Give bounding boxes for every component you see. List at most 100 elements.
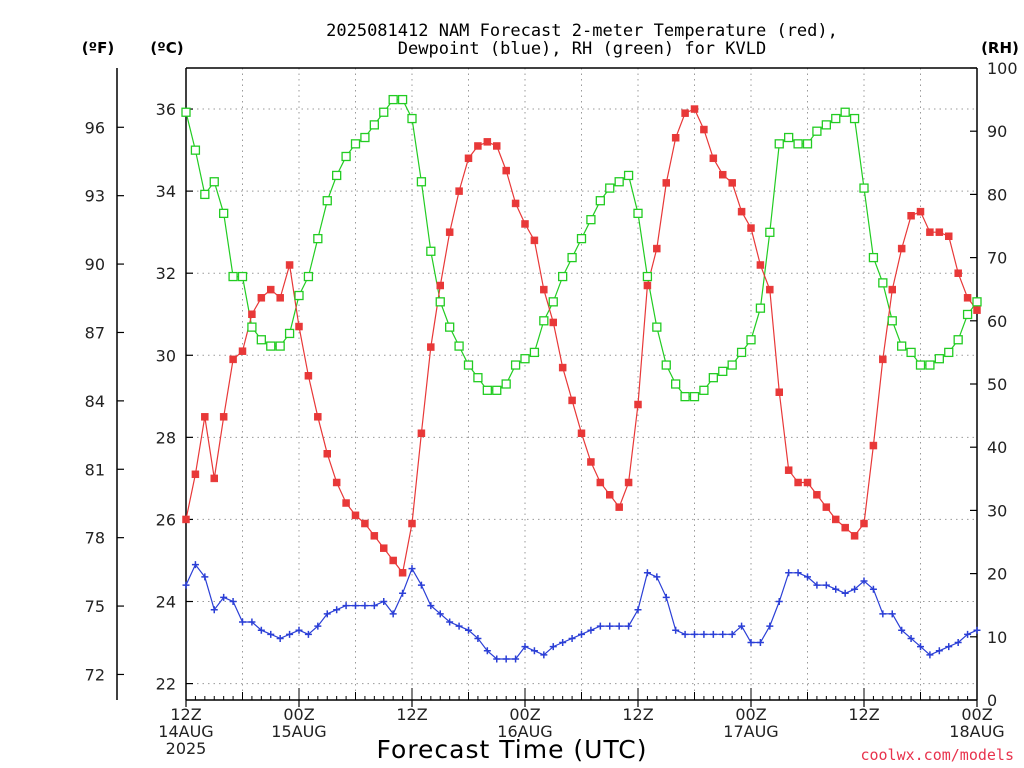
- temperature-point: [700, 125, 708, 134]
- temperature-point: [304, 372, 313, 380]
- dewpoint-point: [427, 602, 435, 610]
- x-tick-label: 12Z: [622, 705, 653, 724]
- dewpoint-point: [389, 610, 397, 618]
- dewpoint-point: [662, 593, 670, 601]
- x-tick-label: 00Z: [735, 705, 766, 724]
- rh-point: [576, 233, 587, 244]
- dewpoint-point: [493, 655, 501, 663]
- dewpoint-point: [709, 630, 717, 638]
- rh-point: [680, 391, 690, 402]
- fahrenheit-tick-label: 87: [85, 323, 105, 342]
- dewpoint-point: [935, 647, 943, 655]
- rh-point: [925, 360, 935, 370]
- temperature-point: [916, 207, 925, 216]
- rh-point: [595, 196, 605, 206]
- dewpoint-point: [352, 602, 359, 610]
- fahrenheit-tick-label: 90: [85, 255, 105, 274]
- x-tick-label: 16AUG: [497, 722, 552, 741]
- temperature-point: [558, 363, 567, 372]
- fahrenheit-tick-label: 81: [85, 460, 105, 479]
- rh-point: [322, 196, 332, 206]
- fahrenheit-tick-label: 84: [85, 392, 105, 411]
- rh-point: [445, 322, 455, 332]
- celsius-tick-label: 24: [156, 593, 176, 612]
- celsius-tick-label: 26: [156, 510, 176, 529]
- rh-point: [906, 347, 916, 358]
- rh-point: [190, 145, 201, 155]
- dewpoint-point: [973, 626, 981, 634]
- dewpoint-point: [408, 565, 416, 573]
- dewpoint-point: [436, 610, 444, 618]
- rh-point: [849, 113, 860, 124]
- dewpoint-point: [239, 618, 246, 626]
- rh-point: [275, 341, 285, 351]
- rh-point: [426, 246, 436, 256]
- temperature-point: [690, 105, 699, 113]
- dewpoint-point: [822, 581, 830, 589]
- temperature-point: [671, 134, 680, 142]
- temperature-point: [361, 519, 369, 528]
- temperature-point: [427, 343, 435, 351]
- rh-point: [388, 94, 398, 105]
- dewpoint-point: [766, 622, 774, 630]
- rh-point: [558, 271, 568, 282]
- temperature-point: [719, 170, 727, 179]
- tick-labels: 22 24 26 28 30 32 34 36 72 75 78 81 84 87 90 93 96 0 10 20 3…: [85, 59, 1018, 758]
- temperature-point: [257, 294, 266, 302]
- dewpoint-point: [738, 622, 746, 630]
- temperature-point: [342, 499, 350, 507]
- rh-point: [256, 335, 266, 345]
- rh-point: [228, 271, 238, 282]
- rh-point: [473, 373, 483, 383]
- dewpoint-point: [964, 630, 972, 638]
- x-tick-label: 18AUG: [949, 722, 1004, 741]
- dewpoint-point: [417, 581, 425, 589]
- x-axis-label: Forecast Time (UTC): [377, 735, 648, 764]
- rh-point: [953, 335, 963, 345]
- rh-point: [510, 360, 521, 370]
- rh-point: [539, 316, 549, 326]
- dewpoint-point: [465, 626, 472, 634]
- temperature-point: [370, 532, 379, 540]
- rh-point: [897, 341, 907, 351]
- dewpoint-point: [446, 618, 454, 626]
- celsius-tick-label: 30: [156, 346, 176, 365]
- rh-point: [727, 360, 737, 370]
- rh-point: [821, 120, 831, 130]
- temperature-point: [606, 491, 614, 499]
- dewpoint-point: [201, 573, 209, 581]
- temperature-point: [850, 532, 859, 540]
- temperature-point: [502, 166, 510, 175]
- rh-point: [200, 189, 210, 200]
- temperature-point: [926, 228, 934, 236]
- temperature-point: [219, 413, 228, 421]
- temperature-point: [210, 474, 218, 483]
- temperature-point: [521, 220, 529, 228]
- temperature-point: [540, 285, 548, 294]
- rh-tick-label: 90: [987, 122, 1007, 141]
- fahrenheit-tick-label: 96: [85, 118, 105, 137]
- temperature-point: [276, 294, 284, 302]
- fahrenheit-tick-label: 93: [85, 187, 105, 206]
- x-tick-label: 17AUG: [723, 722, 778, 741]
- dewpoint-point: [954, 639, 962, 647]
- temperature-point: [643, 281, 652, 290]
- dewpoint-point: [691, 630, 698, 638]
- rh-tick-label: 50: [987, 375, 1007, 394]
- temperature-point: [398, 569, 407, 577]
- rh-tick-label: 30: [987, 501, 1007, 520]
- temperature-point: [794, 478, 802, 487]
- rh-point: [840, 107, 850, 117]
- dewpoint-point: [888, 610, 896, 618]
- temperature-point: [267, 285, 275, 294]
- dewpoint-point: [521, 643, 529, 651]
- x-tick-label: 2025: [166, 739, 207, 758]
- rh-point: [793, 139, 803, 149]
- dewpoint-point: [455, 622, 463, 630]
- rh-point: [548, 297, 558, 307]
- dewpoint-point: [841, 589, 849, 597]
- dewpoint-point: [248, 618, 256, 626]
- rh-point: [435, 297, 445, 307]
- rh-tick-label: 20: [987, 565, 1007, 584]
- dewpoint-point: [182, 581, 190, 589]
